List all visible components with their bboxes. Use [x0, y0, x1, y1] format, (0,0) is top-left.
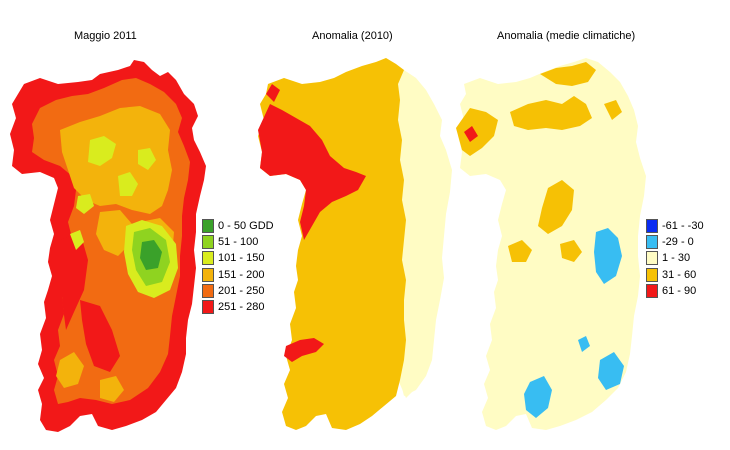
legend-swatch — [646, 267, 658, 282]
legend-item: 151 - 200 — [202, 267, 274, 283]
legend-swatch — [646, 283, 658, 298]
legend-item: 0 - 50 GDD — [202, 218, 274, 234]
legend-label: 61 - 90 — [662, 284, 697, 297]
legend-label: -29 - 0 — [662, 236, 694, 249]
legend-swatch — [202, 251, 214, 266]
sardinia-map-gdd — [10, 60, 206, 432]
legend-label: 31 - 60 — [662, 268, 697, 281]
legend-swatch — [202, 267, 214, 282]
legend-swatch — [646, 219, 658, 234]
panel-title-anomaly-climate: Anomalia (medie climatiche) — [497, 30, 636, 42]
legend-item: -61 - -30 — [646, 218, 704, 234]
panel-title-may-2011: Maggio 2011 — [74, 30, 137, 42]
legend-label: -61 - -30 — [662, 220, 704, 233]
legend-label: 51 - 100 — [218, 236, 259, 249]
legend-item: 1 - 30 — [646, 250, 704, 266]
legend-label: 151 - 200 — [218, 268, 265, 281]
legend-label: 201 - 250 — [218, 284, 265, 297]
legend-swatch — [202, 300, 214, 315]
legend-item: 31 - 60 — [646, 267, 704, 283]
legend-label: 251 - 280 — [218, 301, 265, 314]
legend-gdd: 0 - 50 GDD 51 - 100 101 - 150 151 - 200 … — [202, 218, 274, 315]
sardinia-map-anomaly-climate — [456, 58, 646, 430]
legend-label: 1 - 30 — [662, 252, 691, 265]
sardinia-map-anomaly-2010 — [258, 58, 452, 430]
legend-item: 201 - 250 — [202, 283, 274, 299]
legend-swatch — [646, 235, 658, 250]
legend-swatch — [646, 251, 658, 266]
legend-label: 101 - 150 — [218, 252, 265, 265]
legend-swatch — [202, 283, 214, 298]
panel-title-anomaly-2010: Anomalia (2010) — [312, 30, 393, 42]
legend-swatch — [202, 235, 214, 250]
legend-anomaly: -61 - -30 -29 - 0 1 - 30 31 - 60 61 - 90 — [646, 218, 704, 299]
legend-item: 101 - 150 — [202, 250, 274, 266]
legend-item: -29 - 0 — [646, 234, 704, 250]
legend-label: 0 - 50 GDD — [218, 220, 274, 233]
legend-item: 251 - 280 — [202, 299, 274, 315]
legend-item: 61 - 90 — [646, 283, 704, 299]
legend-swatch — [202, 219, 214, 234]
legend-item: 51 - 100 — [202, 234, 274, 250]
